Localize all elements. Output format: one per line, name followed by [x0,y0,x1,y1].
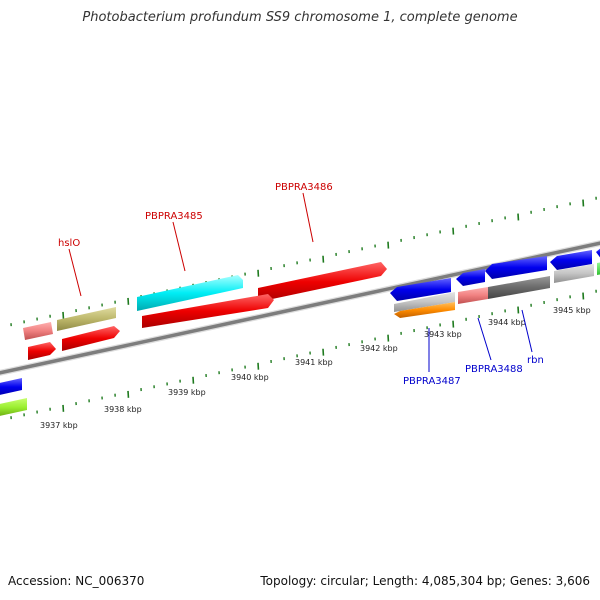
label-hslO[interactable]: hslO [58,238,80,249]
gene-blue-c[interactable] [485,256,547,279]
kbp-label-3939: 3939 kbp [168,388,206,397]
gene-blue-a[interactable] [390,278,451,301]
forward-strand-genes [23,262,387,360]
gene-fwd-red-a[interactable] [142,294,274,328]
kbp-scale: 3937 kbp 3938 kbp 3939 kbp 3940 kbp 3941… [40,306,591,430]
kbp-label-3937: 3937 kbp [40,421,78,430]
kbp-label-3938: 3938 kbp [104,405,142,414]
gene-blue-b[interactable] [456,269,485,286]
gene-blue-e[interactable] [596,246,600,260]
gene-green-edge[interactable] [597,261,600,275]
gene-labels: hslO PBPRA3485 PBPRA3486 PBPRA3487 PBPRA… [58,182,544,387]
gene-blue-d[interactable] [550,250,592,270]
kbp-label-3945: 3945 kbp [553,306,591,315]
gene-hslO[interactable] [57,307,116,331]
gene-PBPRA3485[interactable] [137,275,243,311]
label-PBPRA3486[interactable]: PBPRA3486 [275,182,333,193]
gene-lime-left[interactable] [0,398,27,417]
lower-tick-row [10,289,597,420]
kbp-label-3941: 3941 kbp [295,358,333,367]
gene-gray-b[interactable] [554,264,594,283]
label-PBPRA3488[interactable]: PBPRA3488 [465,364,523,375]
kbp-label-3942: 3942 kbp [360,344,398,353]
label-rbn[interactable]: rbn [527,355,544,366]
gene-fwd-red-b[interactable] [62,326,120,351]
gene-fwd-red-c[interactable] [28,342,56,360]
map-title: Photobacterium profundum SS9 chromosome … [82,10,518,25]
reverse-strand-genes [0,246,600,417]
gene-rbn[interactable] [488,276,550,299]
label-PBPRA3485[interactable]: PBPRA3485 [145,211,203,222]
chromosome-backbone [0,240,600,376]
gene-blue-left[interactable] [0,378,22,396]
gene-gray-a[interactable] [394,292,455,312]
kbp-label-3940: 3940 kbp [231,373,269,382]
label-PBPRA3487[interactable]: PBPRA3487 [403,376,461,387]
gene-fwd-pink[interactable] [23,322,53,340]
gene-PBPRA3487[interactable] [394,302,455,318]
kbp-label-3943: 3943 kbp [424,330,462,339]
kbp-label-3944: 3944 kbp [488,318,526,327]
gene-PBPRA3486[interactable] [258,262,387,302]
genome-summary-text: Topology: circular; Length: 4,085,304 bp… [260,574,590,588]
gene-PBPRA3488[interactable] [458,287,488,304]
accession-text: Accession: NC_006370 [8,574,145,588]
callout-lines [68,192,533,372]
